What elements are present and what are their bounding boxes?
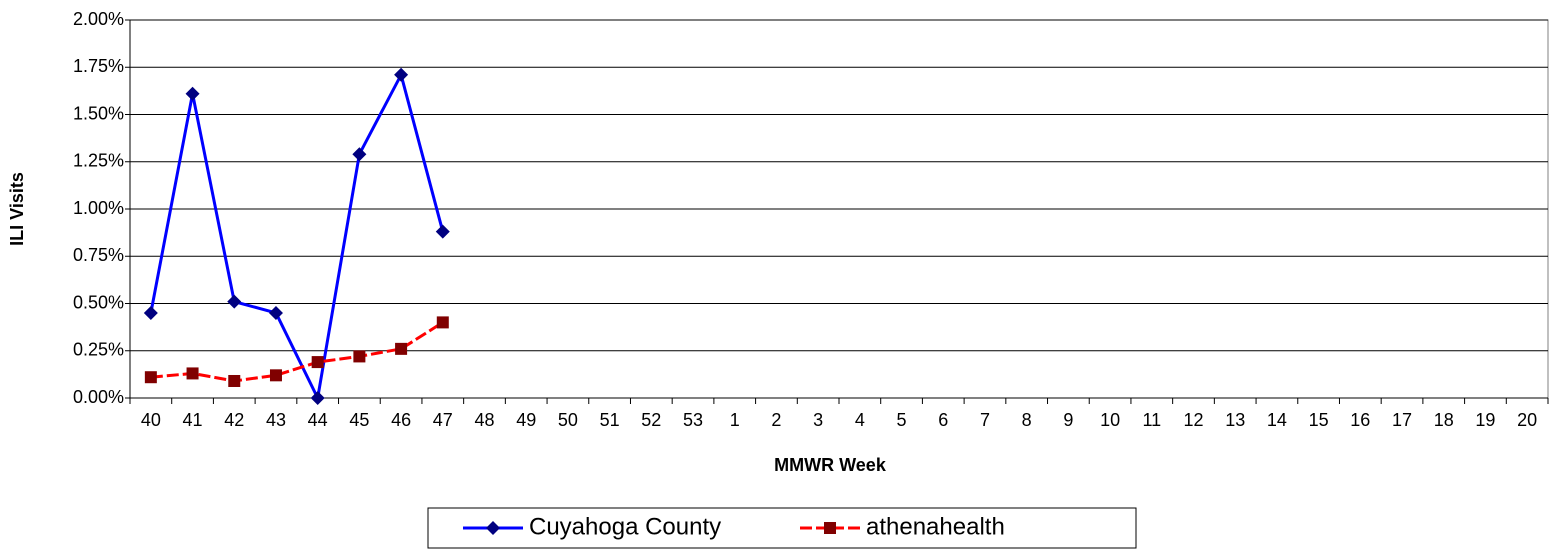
y-tick-label: 2.00% bbox=[73, 9, 124, 29]
x-axis-title: MMWR Week bbox=[774, 455, 887, 475]
legend-label: Cuyahoga County bbox=[529, 513, 721, 540]
y-axis-title: ILI Visits bbox=[7, 172, 27, 246]
x-tick-label: 20 bbox=[1517, 410, 1537, 430]
marker bbox=[352, 147, 367, 162]
legend-box bbox=[427, 507, 1137, 549]
x-tick-label: 46 bbox=[391, 410, 411, 430]
marker bbox=[186, 367, 199, 380]
marker bbox=[310, 391, 325, 405]
x-tick-label: 6 bbox=[938, 410, 948, 430]
legend: Cuyahoga County athenahealth bbox=[427, 507, 1137, 549]
x-tick-label: 9 bbox=[1063, 410, 1073, 430]
x-tick-label: 42 bbox=[224, 410, 244, 430]
x-tick-label: 7 bbox=[980, 410, 990, 430]
marker bbox=[185, 86, 200, 101]
x-tick-label: 52 bbox=[641, 410, 661, 430]
x-tick-label: 8 bbox=[1022, 410, 1032, 430]
x-tick-label: 45 bbox=[349, 410, 369, 430]
marker bbox=[311, 356, 324, 369]
x-tick-label: 4 bbox=[855, 410, 865, 430]
x-tick-label: 13 bbox=[1225, 410, 1245, 430]
y-tick-label: 1.25% bbox=[73, 151, 124, 171]
x-tick-label: 49 bbox=[516, 410, 536, 430]
x-tick-label: 40 bbox=[141, 410, 161, 430]
y-tick-label: 0.25% bbox=[73, 340, 124, 360]
x-tick-label: 12 bbox=[1183, 410, 1203, 430]
marker bbox=[144, 371, 157, 384]
x-tick-label: 10 bbox=[1100, 410, 1120, 430]
marker bbox=[268, 305, 283, 320]
marker bbox=[436, 316, 449, 329]
marker bbox=[227, 294, 242, 309]
x-tick-label: 17 bbox=[1392, 410, 1412, 430]
marker bbox=[486, 521, 500, 535]
x-tick-label: 3 bbox=[813, 410, 823, 430]
x-tick-label: 18 bbox=[1434, 410, 1454, 430]
x-tick-label: 43 bbox=[266, 410, 286, 430]
x-tick-label: 47 bbox=[433, 410, 453, 430]
x-tick-label: 16 bbox=[1350, 410, 1370, 430]
marker bbox=[435, 224, 450, 239]
legend-label: athenahealth bbox=[866, 513, 1005, 540]
x-tick-label: 14 bbox=[1267, 410, 1287, 430]
marker bbox=[143, 305, 158, 320]
marker bbox=[395, 342, 408, 355]
x-tick-label: 5 bbox=[897, 410, 907, 430]
y-tick-label: 0.75% bbox=[73, 245, 124, 265]
x-tick-label: 48 bbox=[474, 410, 494, 430]
x-tick-label: 41 bbox=[183, 410, 203, 430]
x-tick-label: 15 bbox=[1309, 410, 1329, 430]
x-tick-label: 44 bbox=[308, 410, 328, 430]
marker bbox=[394, 67, 409, 82]
marker bbox=[228, 374, 241, 387]
y-tick-label: 1.50% bbox=[73, 103, 124, 123]
series-line bbox=[150, 321, 444, 383]
marker bbox=[353, 350, 366, 363]
x-tick-label: 1 bbox=[730, 410, 740, 430]
marker bbox=[824, 522, 836, 534]
y-tick-label: 1.00% bbox=[73, 198, 124, 218]
y-tick-label: 0.00% bbox=[73, 387, 124, 407]
x-tick-label: 50 bbox=[558, 410, 578, 430]
y-tick-label: 0.50% bbox=[73, 292, 124, 312]
x-tick-label: 2 bbox=[771, 410, 781, 430]
y-tick-label: 1.75% bbox=[73, 56, 124, 76]
series-line bbox=[149, 70, 445, 403]
x-tick-label: 53 bbox=[683, 410, 703, 430]
x-tick-label: 19 bbox=[1475, 410, 1495, 430]
x-tick-label: 51 bbox=[600, 410, 620, 430]
x-tick-label: 11 bbox=[1142, 410, 1161, 430]
marker bbox=[269, 369, 282, 382]
